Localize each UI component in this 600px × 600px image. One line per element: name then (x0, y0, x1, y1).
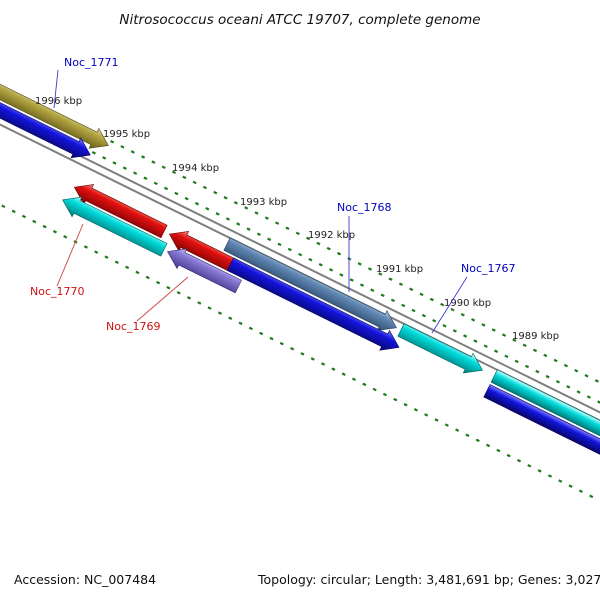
gene-label-noc-1768[interactable]: Noc_1768 (337, 201, 392, 214)
callout-line-noc-1770 (56, 223, 84, 287)
ruler-tick-label: 1995 kbp (103, 129, 150, 140)
genome-backbone-top-line (0, 103, 600, 428)
footer-accession: Accession: NC_007484 (14, 572, 156, 587)
callout-line-noc-1767 (431, 276, 468, 334)
footer-genome-info: Topology: circular; Length: 3,481,691 bp… (257, 572, 600, 587)
gene-arrow-noc-1768[interactable] (222, 234, 401, 337)
ruler-tick-label: 1994 kbp (172, 163, 219, 174)
ruler-tick-label: 1991 kbp (376, 264, 423, 275)
gene-arrow-unlabeled-cyan-right-clipped[interactable] (490, 369, 600, 442)
callout-line-noc-1769 (136, 276, 189, 322)
gene-arrow-unlabeled-red-middle[interactable] (165, 224, 239, 276)
gene-label-noc-1769[interactable]: Noc_1769 (106, 320, 161, 333)
gene-arrow-noc-1769[interactable] (163, 242, 244, 297)
gene-label-noc-1770[interactable]: Noc_1770 (30, 285, 85, 298)
ruler-tick-label: 1989 kbp (512, 331, 559, 342)
callout-line-noc-1771 (53, 69, 59, 109)
gene-arrow-noc-1770[interactable] (70, 177, 169, 241)
gene-arrow-unlabeled-blue-top-left[interactable] (0, 80, 95, 164)
page-title: Nitrosococcus oceani ATCC 19707, complet… (119, 12, 480, 28)
ruler-tick-label: 1996 kbp (35, 96, 82, 107)
gene-label-noc-1771[interactable]: Noc_1771 (64, 56, 119, 69)
ruler-tick-label: 1992 kbp (308, 230, 355, 241)
ruler-tick-label: 1990 kbp (444, 298, 491, 309)
gene-arrow-noc-1771[interactable] (0, 66, 113, 156)
ruler-tick-label: 1993 kbp (240, 197, 287, 208)
gene-arrow-unlabeled-blue-right-clipped[interactable] (483, 384, 600, 457)
gene-arrow-unlabeled-cyan-left[interactable] (58, 190, 169, 260)
gene-label-noc-1767[interactable]: Noc_1767 (461, 262, 516, 275)
genome-track (0, 66, 600, 499)
gene-arrow-unlabeled-blue-middle[interactable] (226, 254, 404, 357)
gene-arrow-noc-1767[interactable] (396, 320, 487, 380)
